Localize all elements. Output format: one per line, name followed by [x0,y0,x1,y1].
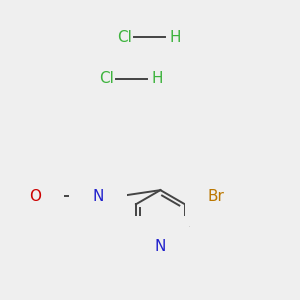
Text: H: H [169,30,181,45]
Text: N: N [92,189,104,204]
Text: Cl: Cl [100,71,114,86]
Text: Cl: Cl [117,30,132,45]
Text: Br: Br [208,189,225,204]
Text: N: N [155,239,166,254]
Text: O: O [30,189,42,204]
Text: H: H [93,207,103,221]
Text: H: H [152,71,163,86]
Text: H: H [12,189,23,204]
